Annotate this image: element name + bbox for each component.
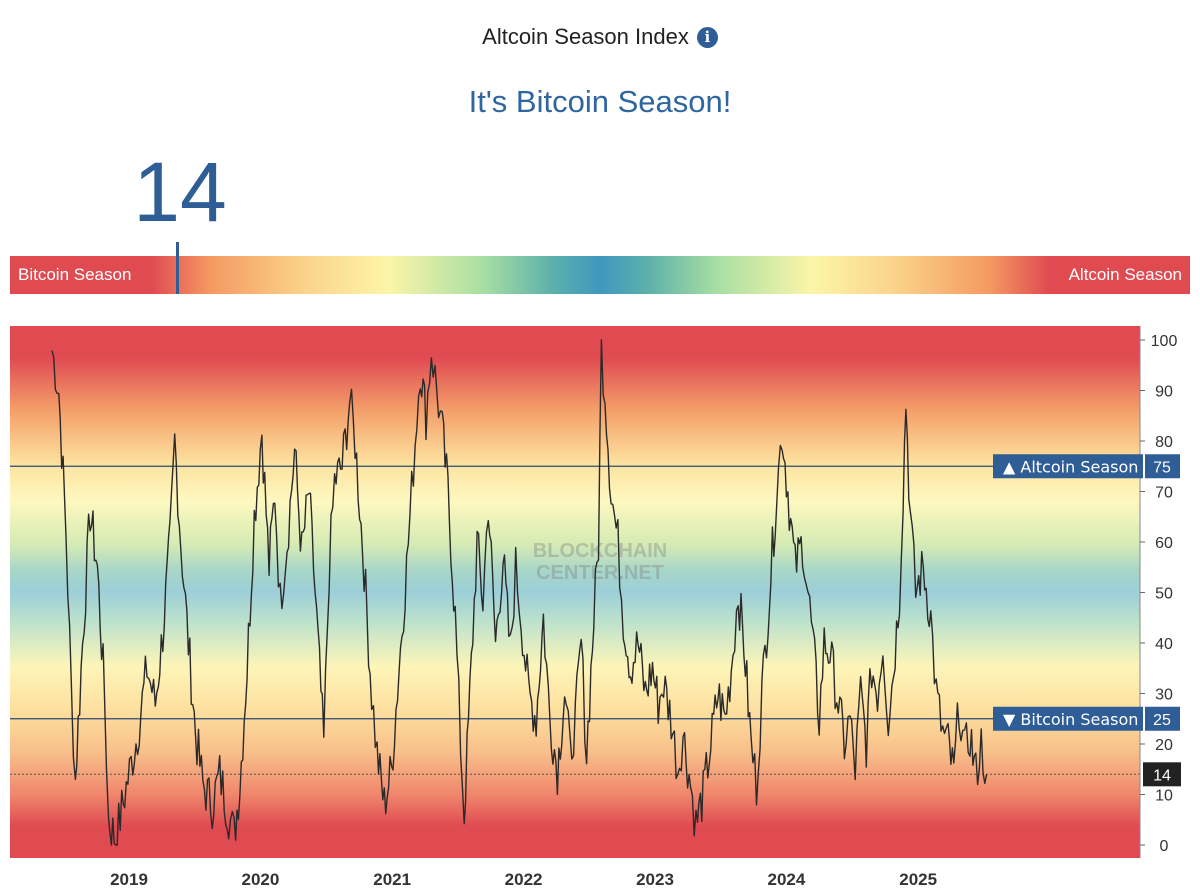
y-tick-label: 30 xyxy=(1155,687,1173,704)
current-value-label: 14 xyxy=(1153,767,1171,784)
gauge-left-label: Bitcoin Season xyxy=(18,265,132,284)
season-gauge-bar: Bitcoin Season Altcoin Season xyxy=(10,256,1190,294)
watermark-text: BLOCKCHAIN xyxy=(533,540,667,562)
reference-line-label: ▼ Bitcoin Season xyxy=(1003,710,1138,729)
season-headline: It's Bitcoin Season! xyxy=(468,84,732,119)
x-tick-label: 2023 xyxy=(636,870,674,889)
x-tick-label: 2021 xyxy=(373,870,411,889)
info-icon[interactable]: i xyxy=(696,27,718,48)
reference-value-box xyxy=(1145,454,1180,479)
x-tick-label: 2022 xyxy=(505,870,543,889)
y-tick-label: 40 xyxy=(1155,636,1173,653)
reference-value-label: 25 xyxy=(1153,712,1171,729)
x-tick-label: 2025 xyxy=(899,870,937,889)
y-tick-label: 60 xyxy=(1155,535,1173,552)
y-tick-label: 70 xyxy=(1155,485,1173,502)
x-tick-label: 2019 xyxy=(110,870,148,889)
reference-value-box xyxy=(1145,706,1180,731)
reference-label-box xyxy=(993,454,1143,479)
reference-value-label: 75 xyxy=(1153,459,1171,476)
watermark-text: CENTER.NET xyxy=(536,562,664,584)
header-title-row: Altcoin Season Index i xyxy=(0,24,1200,50)
current-index-value: 14 xyxy=(133,145,227,239)
gauge-value-marker xyxy=(176,242,179,294)
y-tick-label: 50 xyxy=(1155,586,1173,603)
x-tick-label: 2020 xyxy=(241,870,279,889)
reference-label-box xyxy=(993,706,1143,731)
gauge-right-label: Altcoin Season xyxy=(1068,265,1182,284)
y-tick-label: 80 xyxy=(1155,434,1173,451)
y-tick-label: 10 xyxy=(1155,788,1173,805)
chart-background xyxy=(10,326,1140,858)
current-value-box xyxy=(1143,762,1181,787)
y-tick-label: 20 xyxy=(1155,737,1173,754)
y-tick-label: 100 xyxy=(1151,333,1178,350)
x-tick-label: 2024 xyxy=(767,870,805,889)
y-tick-label: 0 xyxy=(1160,838,1169,855)
index-series-line xyxy=(51,339,988,846)
page-title: Altcoin Season Index xyxy=(482,24,689,49)
y-tick-label: 90 xyxy=(1155,384,1173,401)
reference-line-label: ▲ Altcoin Season xyxy=(1003,457,1138,476)
